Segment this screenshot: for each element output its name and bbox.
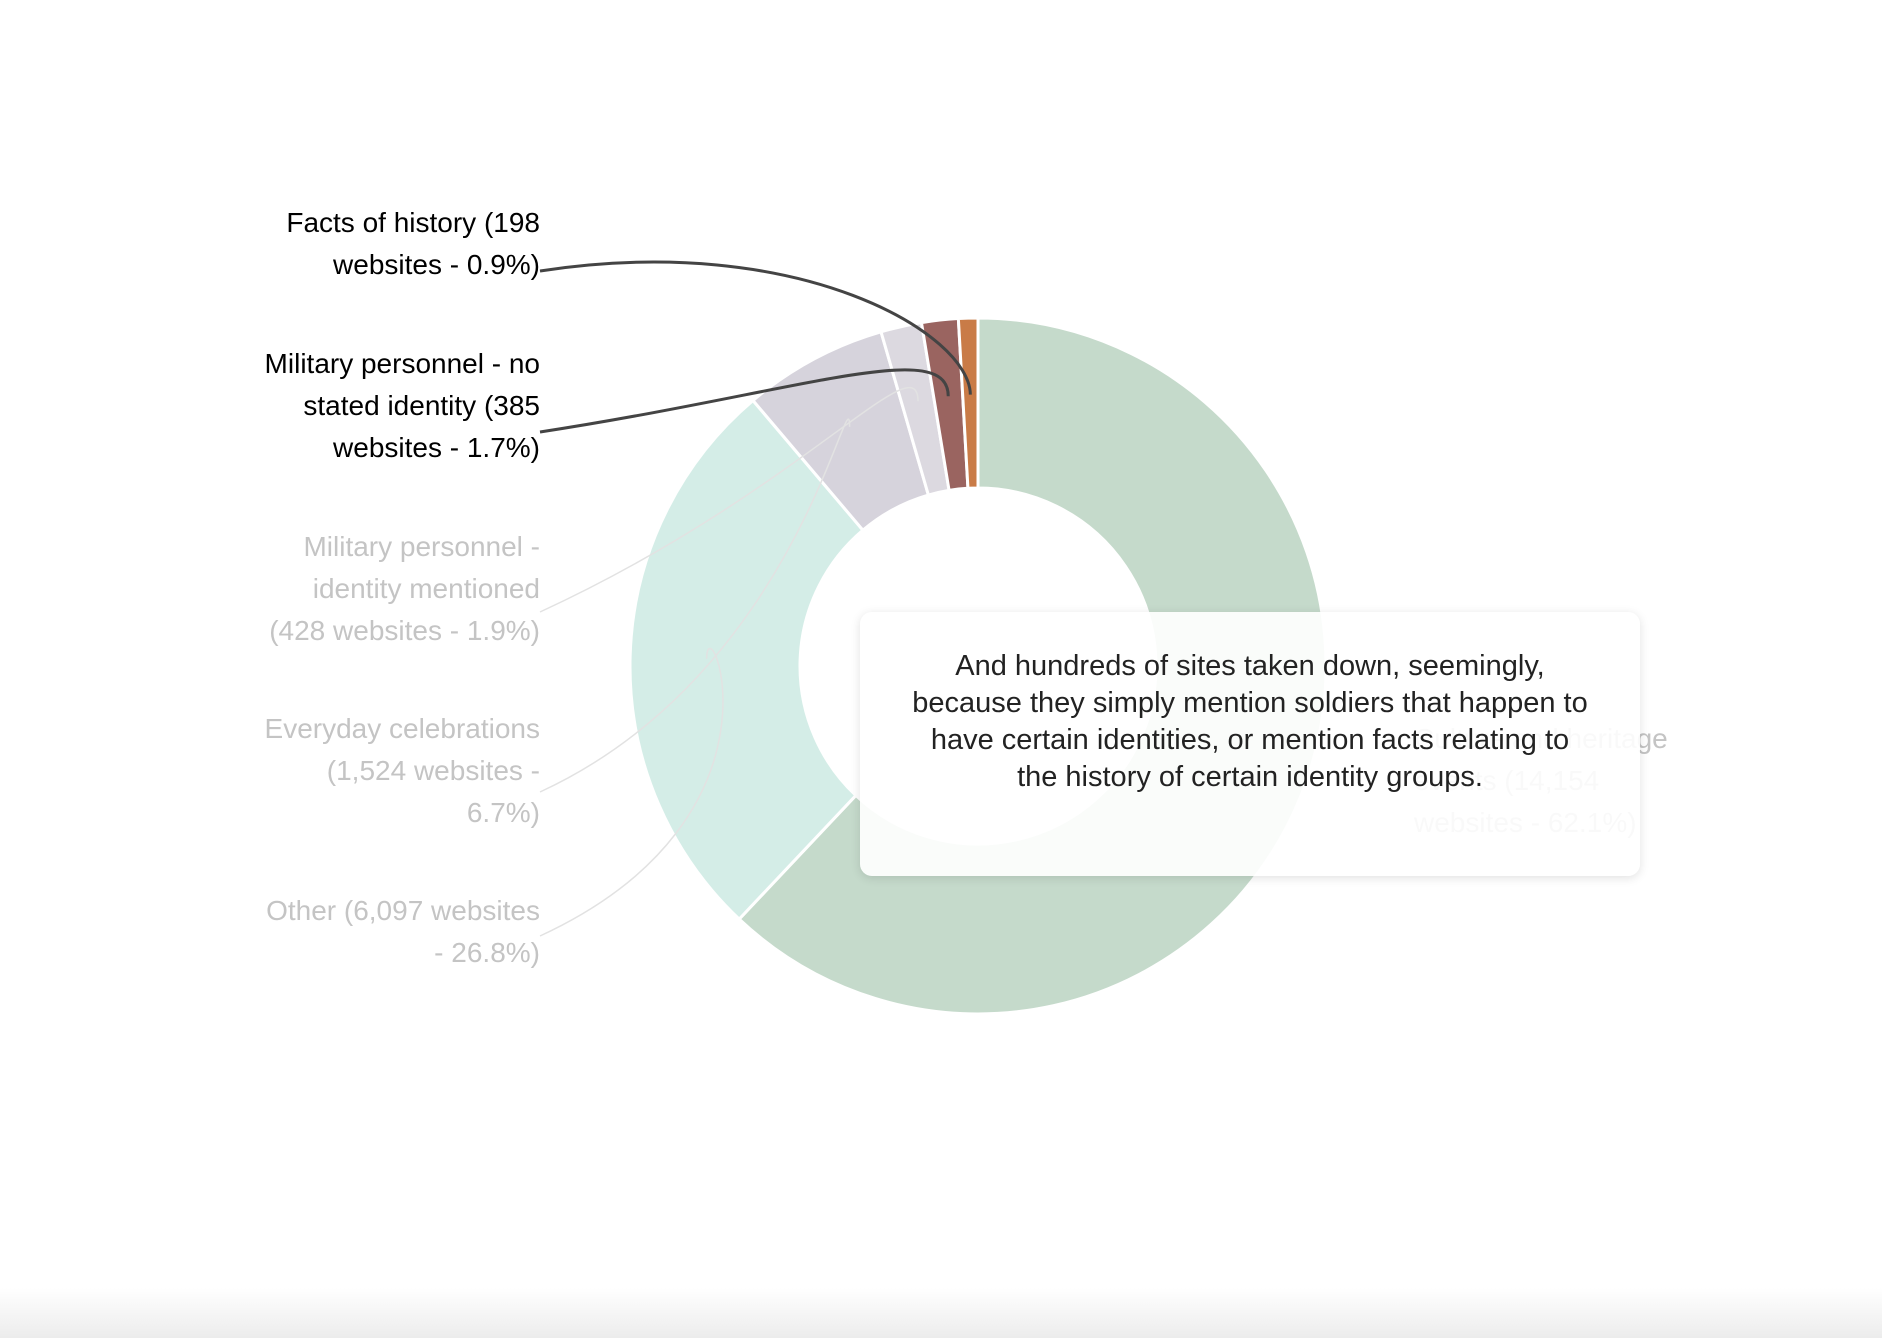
segment-label: Facts of history (198 websites - 0.9%) [286, 207, 540, 280]
segment-label: Military personnel - no stated identity … [264, 348, 540, 463]
connector [539, 260, 972, 395]
donut-segment [956, 316, 980, 490]
segment-label: Military personnel - identity mentioned … [269, 531, 540, 646]
connector [539, 368, 950, 434]
bottom-bar [0, 1288, 1882, 1338]
segment-label: Other (6,097 websites - 26.8%) [266, 895, 540, 968]
segment-label: Everyday celebrations (1,524 websites - … [264, 713, 540, 828]
connector [539, 386, 919, 613]
donut-segment [628, 398, 866, 922]
connector [539, 418, 851, 793]
tooltip: And hundreds of sites taken down, seemin… [860, 612, 1640, 876]
connector [539, 647, 724, 937]
